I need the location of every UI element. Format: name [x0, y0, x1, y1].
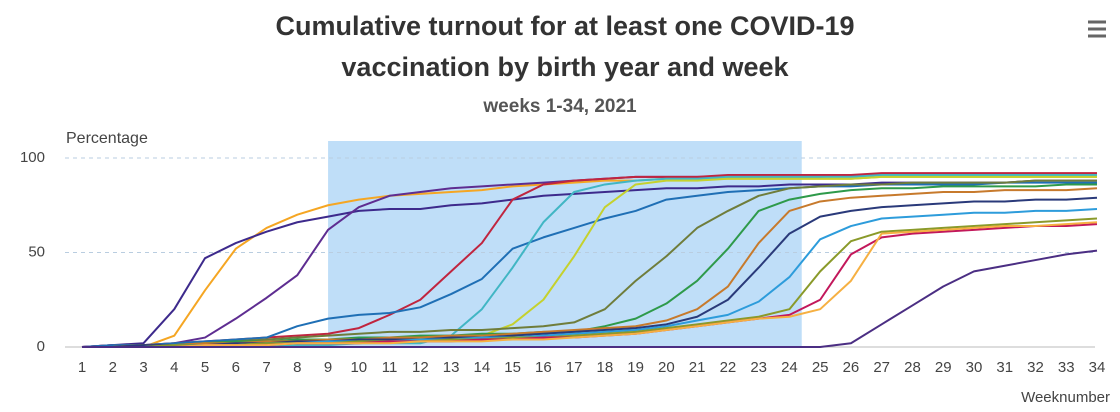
- series-line: [81, 181, 1097, 348]
- x-tick-label: 7: [262, 359, 270, 376]
- series-line: [82, 221, 1098, 348]
- x-tick-label: 4: [170, 359, 178, 376]
- x-tick-label: 33: [1058, 359, 1075, 376]
- x-tick-label: 10: [350, 359, 367, 376]
- x-tick-label: 26: [843, 359, 860, 376]
- x-tick-label: 27: [873, 359, 890, 376]
- x-tick-label: 22: [720, 359, 737, 376]
- x-tick-label: 6: [232, 359, 240, 376]
- x-tick-label: 12: [412, 359, 429, 376]
- chart-subtitle: weeks 1-34, 2021: [483, 96, 637, 117]
- x-tick-label: 24: [781, 359, 798, 376]
- x-tick-label: 21: [689, 359, 706, 376]
- x-tick-label: 15: [504, 359, 521, 376]
- x-tick-label: 23: [750, 359, 767, 376]
- x-tick-label: 30: [966, 359, 983, 376]
- x-tick-label: 1: [78, 359, 86, 376]
- x-tick-label: 28: [904, 359, 921, 376]
- x-tick-label: 18: [597, 359, 614, 376]
- x-tick-label: 3: [139, 359, 147, 376]
- x-tick-label: 17: [566, 359, 583, 376]
- x-tick-label: 16: [535, 359, 552, 376]
- x-tick-label: 5: [201, 359, 209, 376]
- chart-title: Cumulative turnout for at least one COVI…: [275, 11, 855, 82]
- x-tick-label: 19: [627, 359, 644, 376]
- x-tick-label: 25: [812, 359, 829, 376]
- x-tick-label: 32: [1027, 359, 1044, 376]
- x-tick-label: 11: [382, 359, 398, 376]
- x-axis-label: Weeknumber: [1021, 389, 1110, 406]
- x-tick-label: 8: [293, 359, 301, 376]
- series-line: [82, 249, 1098, 348]
- y-tick-label: 100: [20, 149, 45, 166]
- x-tick-label: 9: [324, 359, 332, 376]
- x-tick-label: 31: [996, 359, 1013, 376]
- x-tick-label: 2: [109, 359, 117, 376]
- menu-icon[interactable]: [1088, 20, 1106, 38]
- x-tick-label: 29: [935, 359, 952, 376]
- y-tick-label: 50: [28, 243, 45, 260]
- y-axis-label: Percentage: [66, 130, 148, 147]
- x-tick-label: 14: [474, 359, 491, 376]
- x-tick-label: 13: [443, 359, 460, 376]
- x-tick-label: 34: [1089, 359, 1106, 376]
- y-tick-label: 0: [37, 338, 45, 355]
- x-tick-label: 20: [658, 359, 675, 376]
